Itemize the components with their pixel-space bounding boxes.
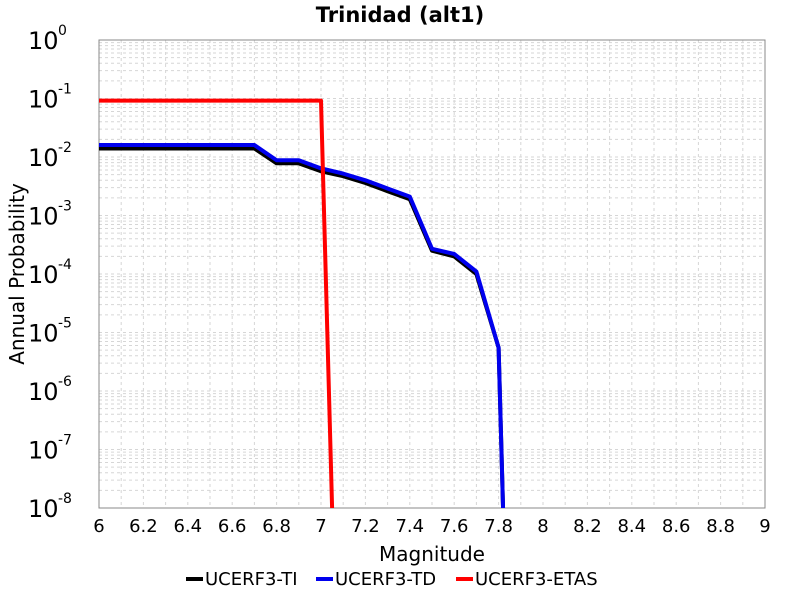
y-tick-exponent: -2: [58, 140, 72, 156]
x-tick-label: 9: [759, 516, 770, 537]
y-tick-exponent: -8: [58, 491, 72, 507]
x-tick-label: 8.8: [706, 516, 735, 537]
y-tick-exponent: -4: [58, 257, 72, 273]
grid-lines: [98, 39, 766, 509]
y-tick-exponent: -3: [58, 199, 72, 215]
x-tick-label: 7.2: [351, 516, 380, 537]
y-tick-label: 10: [28, 144, 59, 172]
y-tick-exponent: -7: [58, 433, 72, 449]
x-tick-label: 7.6: [440, 516, 469, 537]
legend-label: UCERF3-TD: [335, 569, 436, 590]
legend-label: UCERF3-ETAS: [475, 569, 598, 590]
y-tick-label: 10: [28, 27, 59, 55]
series-line-ucerf3-td: [99, 143, 506, 509]
series-group: [99, 98, 506, 509]
x-tick-labels: 6 6.2 6.4 6.6 6.8 7 7.2 7.4 7.6 7.8 8 8.2 8.4 8.6 8.8 9: [93, 516, 770, 537]
x-tick-label: 6.6: [218, 516, 247, 537]
y-tick-label: 10: [28, 203, 59, 231]
x-tick-label: 8.2: [573, 516, 602, 537]
chart-title: Trinidad (alt1): [316, 3, 484, 27]
y-tick-exponent: 0: [58, 23, 67, 39]
y-tick-label: 10: [28, 320, 59, 348]
x-tick-label: 6.8: [262, 516, 291, 537]
series-line-ucerf3-ti: [99, 146, 506, 509]
y-tick-exponent: -6: [58, 374, 72, 390]
y-axis-label: Annual Probability: [5, 183, 29, 365]
y-tick-label: 10: [28, 86, 59, 114]
series-line-ucerf3-etas: [99, 98, 335, 509]
x-tick-label: 8.4: [617, 516, 646, 537]
x-tick-label: 6.4: [173, 516, 202, 537]
x-tick-label: 6: [93, 516, 104, 537]
grid: [98, 39, 766, 509]
y-tick-label: 10: [28, 378, 59, 406]
y-tick-label: 10: [28, 495, 59, 523]
legend-label: UCERF3-TI: [205, 569, 298, 590]
y-tick-label: 10: [28, 261, 59, 289]
x-tick-label: 7: [315, 516, 326, 537]
legend: UCERF3-TI UCERF3-TD UCERF3-ETAS: [186, 569, 598, 590]
x-tick-label: 8.6: [662, 516, 691, 537]
y-tick-exponent: -1: [58, 82, 72, 98]
x-axis-label: Magnitude: [379, 542, 485, 566]
y-tick-exponent: -5: [58, 316, 72, 332]
plot-area: [98, 39, 766, 509]
x-tick-label: 7.4: [395, 516, 424, 537]
x-tick-label: 7.8: [484, 516, 513, 537]
x-tick-label: 6.2: [129, 516, 158, 537]
y-tick-label: 10: [28, 437, 59, 465]
x-tick-label: 8: [537, 516, 548, 537]
